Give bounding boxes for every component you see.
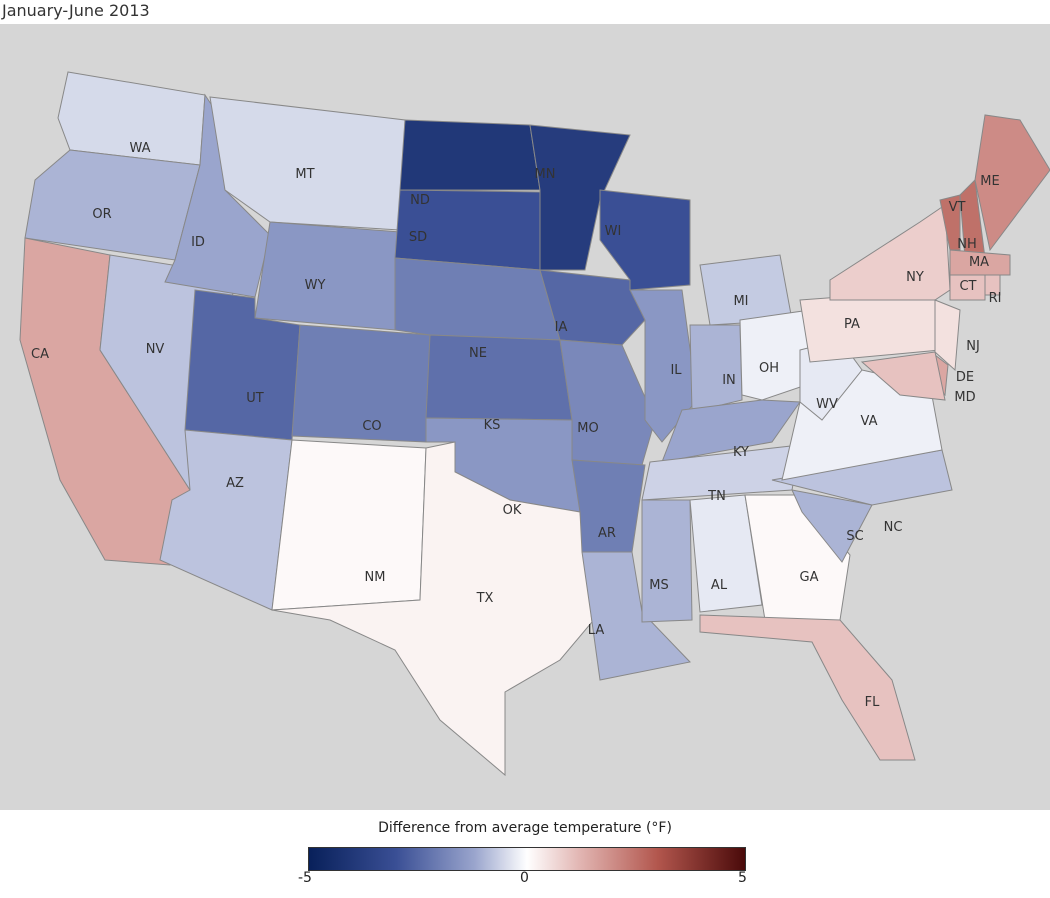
state-label-ga: GA [800,570,819,585]
state-nm[interactable] [271,439,427,611]
state-co[interactable] [291,324,431,443]
state-label-wv: WV [816,397,838,412]
state-label-wy: WY [305,278,326,293]
state-label-co: CO [362,419,381,434]
state-label-va: VA [861,414,878,429]
state-in[interactable] [689,324,743,413]
state-ri[interactable] [984,274,1001,296]
us-temperature-map: WA OR CA NV ID MT WY UT CO AZ NM ND SD NE KS OK TX MN IA MO… [0,24,1050,810]
state-label-ks: KS [484,418,501,433]
state-label-md: MD [954,390,975,405]
state-label-nm: NM [365,570,386,585]
state-tx[interactable] [271,441,593,777]
state-label-mo: MO [577,421,598,436]
state-mt[interactable] [209,96,406,231]
state-ms[interactable] [641,499,693,623]
state-label-or: OR [92,207,111,222]
state-label-ri: RI [989,291,1002,306]
state-ne[interactable] [394,257,561,341]
state-label-az: AZ [226,476,244,491]
state-la[interactable] [581,551,691,681]
legend-min-label: -5 [298,870,312,886]
state-label-ky: KY [733,445,749,460]
state-label-oh: OH [759,361,779,376]
state-label-de: DE [956,370,974,385]
state-label-ia: IA [555,320,568,335]
state-ct[interactable] [949,274,986,301]
map-area: WA OR CA NV ID MT WY UT CO AZ NM ND SD NE KS OK TX MN IA MO… [0,24,1050,810]
state-nd[interactable] [399,119,541,191]
state-ks[interactable] [425,334,573,421]
color-legend: Difference from average temperature (°F)… [0,812,1050,898]
state-label-mt: MT [295,167,314,182]
state-label-ne: NE [469,346,487,361]
state-label-nc: NC [884,520,903,535]
state-ma[interactable] [949,249,1011,276]
state-label-sc: SC [846,529,863,544]
state-label-tn: TN [707,489,726,504]
legend-max-label: 5 [738,870,747,886]
map-title: January-June 2013 [2,1,150,20]
state-pa[interactable] [799,289,941,363]
state-label-pa: PA [844,317,860,332]
state-label-nd: ND [410,193,430,208]
state-label-tx: TX [476,591,494,606]
state-wy[interactable] [254,221,401,331]
state-label-ct: CT [959,279,976,294]
state-label-mi: MI [733,294,748,309]
state-label-mn: MN [535,167,556,182]
legend-title: Difference from average temperature (°F) [378,820,672,836]
state-al[interactable] [689,494,763,613]
state-label-vt: VT [949,200,966,215]
state-label-nh: NH [957,237,977,252]
state-label-nv: NV [146,342,165,357]
state-label-wi: WI [605,224,622,239]
legend-color-bar [308,847,746,871]
state-label-ca: CA [31,347,49,362]
state-label-ok: OK [503,503,522,518]
state-label-sd: SD [409,230,427,245]
state-ia[interactable] [539,269,646,346]
state-label-wa: WA [129,141,150,156]
state-vt[interactable] [939,194,961,251]
state-label-ar: AR [598,526,616,541]
state-label-me: ME [980,174,999,189]
state-md[interactable] [860,351,946,401]
state-or[interactable] [24,149,201,261]
legend-mid-label: 0 [520,870,529,886]
state-label-ma: MA [969,255,989,270]
state-label-la: LA [588,623,605,638]
state-mn[interactable] [529,124,631,271]
state-sc[interactable] [791,489,873,563]
state-label-al: AL [711,578,728,593]
state-label-ms: MS [649,578,668,593]
state-label-nj: NJ [966,339,980,354]
state-il[interactable] [629,289,698,443]
state-nj[interactable] [934,299,961,372]
state-oh[interactable] [739,309,816,401]
state-label-fl: FL [865,695,880,710]
state-label-il: IL [670,363,682,378]
state-label-ny: NY [906,270,924,285]
state-me[interactable] [974,114,1050,252]
state-label-id: ID [191,235,205,250]
state-label-ut: UT [246,391,264,406]
state-label-in: IN [722,373,736,388]
state-ky[interactable] [661,399,801,463]
state-fl[interactable] [699,614,916,761]
